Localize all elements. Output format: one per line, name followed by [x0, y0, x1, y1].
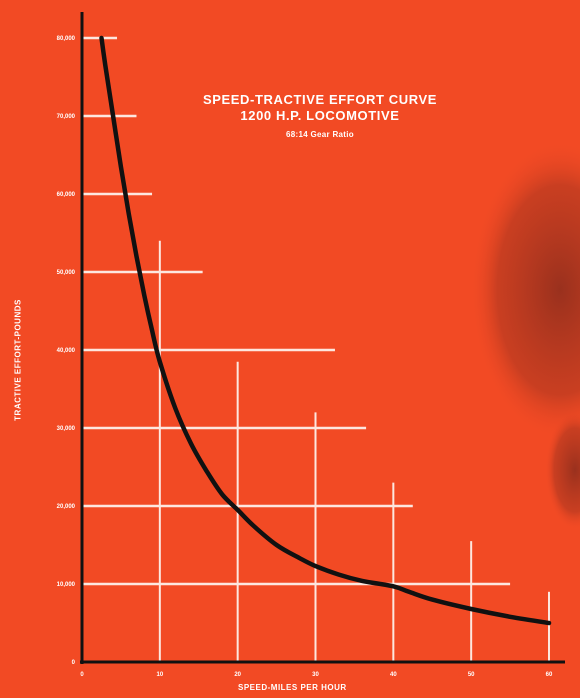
y-tick-label: 20,000	[57, 504, 76, 510]
x-tick-label: 40	[390, 672, 397, 678]
chart-subtitle: 1200 H.P. LOCOMOTIVE	[240, 108, 400, 123]
x-tick-label: 10	[156, 672, 163, 678]
x-tick-label: 20	[234, 672, 241, 678]
x-axis-label: SPEED-MILES PER HOUR	[238, 683, 347, 692]
y-axis-label: TRACTIVE EFFORT-POUNDS	[13, 299, 23, 421]
x-tick-label: 50	[468, 672, 475, 678]
y-tick-label: 80,000	[57, 36, 76, 42]
y-tick-label: 40,000	[57, 348, 76, 354]
axes	[80, 12, 565, 664]
y-tick-label: 70,000	[57, 114, 76, 120]
y-tick-label: 10,000	[57, 582, 76, 588]
y-tick-label: 30,000	[57, 426, 76, 432]
y-tick-label: 50,000	[57, 270, 76, 276]
x-tick-label: 0	[80, 672, 84, 678]
tick-labels: 0 10,000 20,000 30,000 40,000 50,000 60,000 70,…	[57, 36, 553, 678]
y-tick-label: 60,000	[57, 192, 76, 198]
series	[99, 35, 552, 626]
chart-title: SPEED-TRACTIVE EFFORT CURVE	[202, 92, 438, 107]
title-block: SPEED-TRACTIVE EFFORT CURVE 1200 H.P. LO…	[170, 92, 470, 139]
tractive-effort-curve-0	[99, 35, 552, 626]
gear-ratio-note: 68:14 Gear Ratio	[286, 130, 354, 139]
x-tick-label: 30	[312, 672, 319, 678]
x-tick-label: 60	[546, 672, 553, 678]
background-photo-shadow	[470, 140, 580, 530]
y-tick-label: 0	[72, 660, 76, 666]
